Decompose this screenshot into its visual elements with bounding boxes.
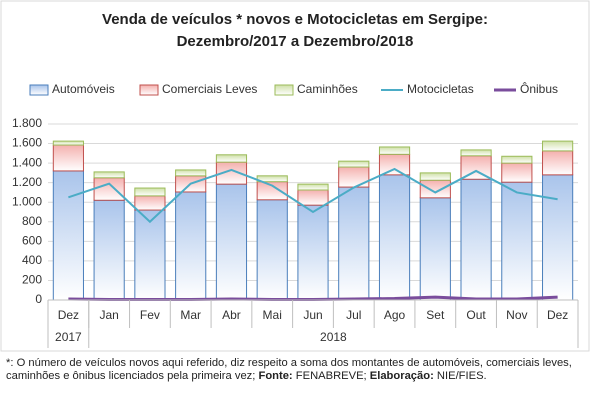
legend-swatch <box>274 84 294 96</box>
bar <box>215 154 248 163</box>
bar <box>134 195 166 211</box>
footnote: *: O número de veículos novos aqui refer… <box>6 357 584 383</box>
y-tick-label: 400 <box>22 253 42 267</box>
bar <box>256 181 288 201</box>
x-group-label: 2018 <box>320 330 347 344</box>
y-tick-label: 1.800 <box>12 116 42 130</box>
chart-border <box>0 0 590 352</box>
y-tick-label: 1.200 <box>12 175 42 189</box>
chart-title: Dezembro/2017 a Dezembro/2018 <box>177 33 414 50</box>
legend-label: Motocicletas <box>407 82 474 96</box>
x-tick-label: Jul <box>346 308 361 322</box>
x-tick-label: Out <box>466 308 486 322</box>
bar <box>501 162 533 183</box>
bar <box>297 183 329 191</box>
bar <box>297 204 329 301</box>
bar <box>52 140 84 146</box>
bar <box>501 181 533 301</box>
x-tick-label: Dez <box>58 308 79 322</box>
y-tick-label: 1.400 <box>12 155 42 169</box>
y-tick-label: 200 <box>22 273 42 287</box>
note-text: Elaboração: <box>369 370 434 382</box>
bar <box>460 178 492 301</box>
bar <box>175 191 207 301</box>
y-tick-label: 1.000 <box>12 194 42 208</box>
legend-label: Caminhões <box>297 82 358 96</box>
bar <box>93 171 125 179</box>
bar <box>52 170 84 301</box>
y-tick-label: 800 <box>22 214 42 228</box>
x-tick-label: Nov <box>506 308 527 322</box>
note-text: NIE/FIES. <box>433 370 487 382</box>
note-text: *: O número de veículos novos aqui refer… <box>6 357 572 382</box>
bar <box>378 174 411 301</box>
bar <box>175 169 207 177</box>
x-group-label: 2017 <box>55 330 82 344</box>
bar <box>378 153 411 176</box>
chart-title: Venda de veículos * novos e Motocicletas… <box>102 11 488 28</box>
bar <box>542 150 574 176</box>
y-tick-label: 1.600 <box>12 136 42 150</box>
x-tick-label: Jan <box>99 308 118 322</box>
line-series <box>68 167 558 224</box>
bar <box>419 172 451 181</box>
x-tick-label: Mar <box>180 308 201 322</box>
bar <box>297 189 329 206</box>
x-tick-label: Fev <box>140 308 160 322</box>
x-tick-label: Mai <box>263 308 282 322</box>
bar <box>378 146 411 155</box>
bar <box>501 155 533 164</box>
bar <box>134 187 166 197</box>
legend-label: Ônibus <box>520 81 558 96</box>
legend-swatch <box>139 84 159 96</box>
bar <box>134 209 166 301</box>
bar <box>93 177 125 201</box>
bar <box>52 144 84 172</box>
bar <box>93 199 125 301</box>
bar <box>419 179 451 199</box>
bar <box>215 183 248 301</box>
x-tick-label: Set <box>426 308 445 322</box>
bar <box>542 174 574 301</box>
bar <box>338 160 370 168</box>
bar <box>419 197 451 301</box>
bar <box>338 186 370 301</box>
legend-label: Comerciais Leves <box>162 82 257 96</box>
bar <box>542 140 574 152</box>
x-tick-label: Dez <box>547 308 568 322</box>
bar <box>338 166 370 188</box>
x-tick-label: Ago <box>384 308 406 322</box>
legend-swatch <box>29 84 49 96</box>
bar <box>256 199 288 301</box>
y-tick-label: 600 <box>22 234 42 248</box>
x-tick-label: Abr <box>222 308 241 322</box>
x-tick-label: Jun <box>303 308 322 322</box>
y-tick-label: 0 <box>35 292 42 306</box>
note-text: FENABREVE; <box>292 370 370 382</box>
legend-label: Automóveis <box>52 82 115 96</box>
note-text: Fonte: <box>258 370 293 382</box>
bar <box>460 149 492 157</box>
